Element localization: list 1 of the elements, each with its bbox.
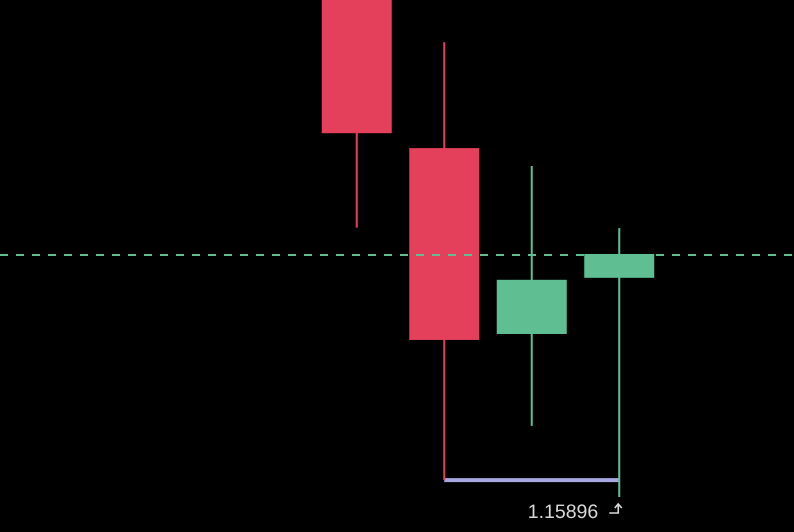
text: 1.15896 [528,501,598,523]
